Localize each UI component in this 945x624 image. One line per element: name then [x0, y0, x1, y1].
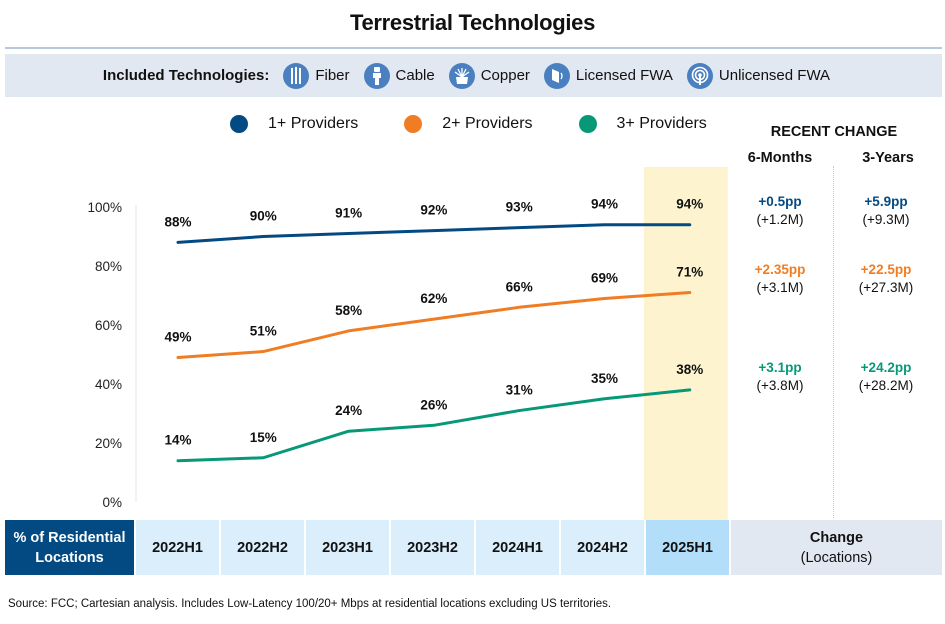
data-label: 93%	[506, 200, 533, 215]
pp-change: +0.5pp	[758, 194, 802, 209]
recent-change-divider	[833, 166, 834, 518]
pp-change: +22.5pp	[860, 262, 912, 277]
data-label: 88%	[164, 214, 191, 229]
data-label: 31%	[506, 383, 533, 398]
pp-change: +3.1pp	[758, 360, 802, 375]
location-change: (+9.3M)	[862, 212, 910, 227]
change-2plus-6m: +2.35pp (+3.1M)	[740, 261, 820, 297]
row-header-cell: % of Residential Locations	[5, 520, 134, 575]
change-3plus-6m: +3.1pp (+3.8M)	[740, 359, 820, 395]
tech-label: Copper	[480, 67, 530, 84]
data-label: 49%	[164, 329, 191, 344]
data-label: 26%	[420, 397, 447, 412]
data-label: 35%	[591, 371, 618, 386]
legend-item-3plus: 3+ Providers	[578, 115, 707, 133]
col-header-6-months: 6-Months	[747, 150, 813, 166]
data-label: 90%	[250, 209, 277, 224]
row-header-line2: Locations	[35, 549, 104, 566]
location-change: (+1.2M)	[756, 212, 804, 227]
location-change: (+27.3M)	[858, 280, 914, 295]
pp-change: +5.9pp	[864, 194, 908, 209]
tech-label: Licensed FWA	[575, 67, 673, 84]
legend-item-2plus: 2+ Providers	[404, 115, 533, 133]
data-label: 94%	[676, 197, 703, 212]
recent-change-title: RECENT CHANGE	[770, 124, 898, 140]
legend-label: 1+ Providers	[268, 115, 359, 132]
title-divider	[5, 47, 942, 49]
change-1plus-6m: +0.5pp (+1.2M)	[740, 193, 820, 229]
location-change: (+3.1M)	[756, 280, 804, 295]
cable-icon	[363, 62, 390, 89]
unlicensed-fwa-icon	[686, 62, 713, 89]
location-change: (+3.8M)	[756, 378, 804, 393]
included-technologies-bar: Included Technologies: Fiber Cable Coppe…	[5, 54, 942, 97]
series-line-1plus	[176, 223, 692, 244]
y-tick-label: 100%	[87, 200, 122, 215]
x-tick-label-highlighted: 2025H1	[646, 520, 729, 575]
highlight-band	[643, 167, 728, 520]
x-tick-label: 2023H2	[391, 520, 474, 575]
data-label: 15%	[250, 430, 277, 445]
data-label: 91%	[335, 206, 362, 221]
legend-marker	[404, 115, 423, 133]
x-tick-label: 2024H1	[476, 520, 559, 575]
y-tick-label: 60%	[95, 318, 122, 333]
data-label: 66%	[506, 279, 533, 294]
data-label: 38%	[676, 362, 703, 377]
x-tick-label: 2023H1	[306, 520, 389, 575]
source-footnote: Source: FCC; Cartesian analysis. Include…	[8, 598, 612, 610]
x-tick-label: 2022H2	[221, 520, 304, 575]
y-tick-label: 80%	[95, 259, 122, 274]
data-label: 14%	[164, 433, 191, 448]
chart-legend: 1+ Providers 2+ Providers 3+ Providers	[230, 115, 753, 133]
col-header-3-years: 3-Years	[862, 150, 914, 166]
chart-title: Terrestrial Technologies	[349, 10, 596, 35]
legend-label: 3+ Providers	[616, 115, 707, 132]
data-label: 51%	[250, 324, 277, 339]
y-tick-label: 20%	[95, 436, 122, 451]
data-label: 94%	[591, 197, 618, 212]
row-header-line1: % of Residential	[13, 529, 126, 546]
x-tick-label: 2024H2	[561, 520, 644, 575]
included-technologies-label: Included Technologies:	[102, 67, 270, 84]
tech-unlicensed-fwa: Unlicensed FWA	[686, 62, 831, 89]
x-tick-label: 2022H1	[136, 520, 219, 575]
location-change: (+28.2M)	[858, 378, 914, 393]
legend-item-1plus: 1+ Providers	[230, 115, 358, 133]
fiber-icon	[283, 62, 310, 89]
change-2plus-3y: +22.5pp (+27.3M)	[846, 261, 926, 297]
change-1plus-3y: +5.9pp (+9.3M)	[846, 193, 926, 229]
change-header-cell: Change (Locations)	[731, 520, 942, 575]
legend-label: 2+ Providers	[442, 115, 533, 132]
tech-label: Fiber	[315, 67, 350, 84]
legend-marker	[230, 115, 248, 133]
data-label: 24%	[335, 403, 362, 418]
data-label: 69%	[591, 270, 618, 285]
tech-label: Unlicensed FWA	[718, 67, 831, 84]
tech-cable: Cable	[363, 62, 435, 89]
change-3plus-3y: +24.2pp (+28.2M)	[846, 359, 926, 395]
copper-icon	[448, 62, 475, 89]
data-label: 71%	[676, 265, 703, 280]
y-tick-label: 40%	[95, 377, 122, 392]
legend-marker	[578, 115, 597, 133]
licensed-fwa-icon	[543, 62, 570, 89]
data-label: 92%	[420, 203, 447, 218]
y-tick-label: 0%	[102, 495, 122, 510]
change-header-line1: Change	[809, 529, 864, 546]
tech-licensed-fwa: Licensed FWA	[543, 62, 673, 89]
tech-label: Cable	[395, 67, 435, 84]
tech-fiber: Fiber	[283, 62, 350, 89]
data-label: 58%	[335, 303, 362, 318]
pp-change: +2.35pp	[754, 262, 806, 277]
pp-change: +24.2pp	[860, 360, 912, 375]
data-label: 62%	[420, 291, 447, 306]
x-axis-table: % of Residential Locations 2022H1 2022H2 …	[5, 520, 944, 575]
tech-copper: Copper	[448, 62, 530, 89]
change-header-line2: (Locations)	[800, 549, 873, 566]
